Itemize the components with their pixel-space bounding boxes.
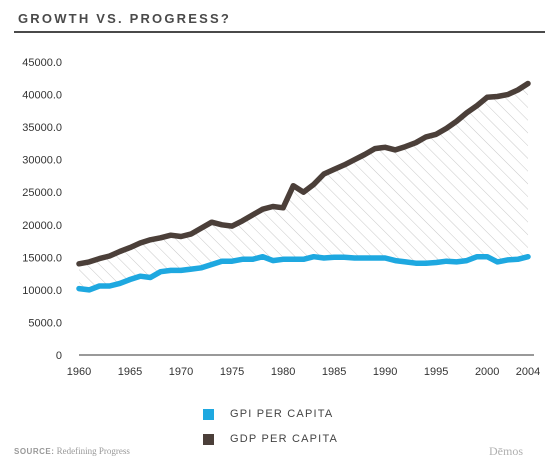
- y-tick-label: 20000.0: [22, 220, 62, 232]
- x-tick-label: 1970: [169, 366, 193, 378]
- y-tick-label: 25000.0: [22, 187, 62, 199]
- x-tick-label: 2004: [516, 366, 540, 378]
- legend-swatch-gpi: [203, 408, 214, 420]
- legend: GPI PER CAPITA GDP PER CAPITA: [203, 403, 338, 453]
- y-tick-label: 30000.0: [22, 155, 62, 167]
- legend-item-gpi: GPI PER CAPITA: [203, 403, 338, 425]
- x-tick-label: 1960: [67, 366, 91, 378]
- legend-item-gdp: GDP PER CAPITA: [203, 428, 338, 450]
- brand-logo: Dēmos: [489, 444, 523, 458]
- gap-hatch-area: [79, 83, 528, 290]
- y-tick-label: 0: [56, 350, 62, 362]
- y-tick-label: 45000.0: [22, 57, 62, 69]
- y-tick-label: 40000.0: [22, 90, 62, 102]
- chart-area: 0 5000.0 10000.0 15000.0 20000.0 25000.0 30000…: [22, 57, 540, 378]
- chart-title: GROWTH VS. PROGRESS?: [18, 11, 232, 26]
- x-tick-label: 1980: [271, 366, 295, 378]
- legend-label-gdp: GDP PER CAPITA: [230, 433, 339, 445]
- x-tick-label: 1995: [424, 366, 448, 378]
- x-tick-label: 1985: [322, 366, 346, 378]
- title-divider: [14, 31, 545, 33]
- source-note: SOURCE: Redefining Progress: [14, 446, 130, 456]
- gpi-series-line: [76, 253, 531, 293]
- legend-swatch-gdp: [203, 433, 214, 445]
- x-tick-label: 1965: [118, 366, 142, 378]
- y-tick-label: 15000.0: [22, 252, 62, 264]
- source-value: Redefining Progress: [56, 446, 130, 456]
- x-tick-label: 1975: [220, 366, 244, 378]
- x-tick-label: 1990: [373, 366, 397, 378]
- source-key: SOURCE:: [14, 447, 55, 456]
- y-tick-label: 5000.0: [28, 317, 62, 329]
- legend-label-gpi: GPI PER CAPITA: [230, 408, 334, 420]
- y-tick-label: 35000.0: [22, 122, 62, 134]
- gdp-series-line: [76, 80, 531, 267]
- y-tick-label: 10000.0: [22, 285, 62, 297]
- x-tick-label: 2000: [475, 366, 499, 378]
